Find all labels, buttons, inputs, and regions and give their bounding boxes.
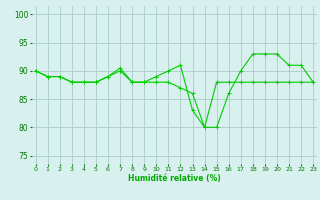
X-axis label: Humidité relative (%): Humidité relative (%) xyxy=(128,174,221,183)
